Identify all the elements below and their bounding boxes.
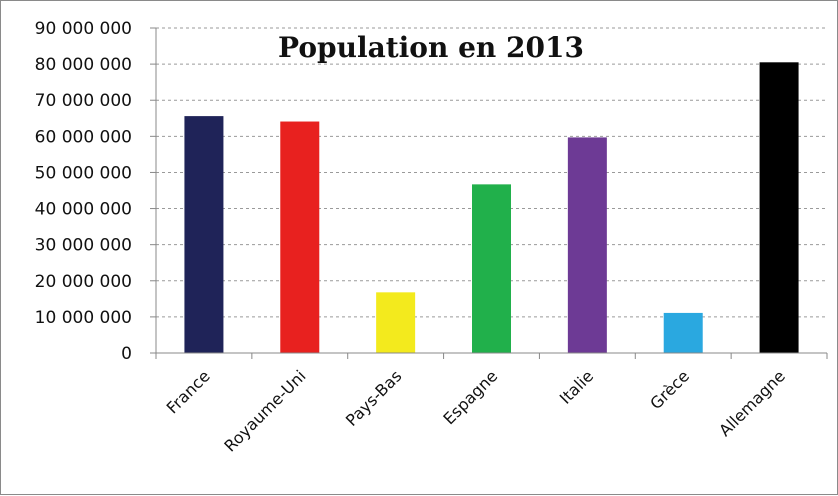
bar <box>567 137 607 353</box>
y-tick-label: 80 000 000 <box>35 55 132 75</box>
x-tick-label: Grèce <box>646 366 693 413</box>
x-tick-label: Allemagne <box>715 366 789 440</box>
x-tick-label: Espagne <box>439 366 501 428</box>
chart-title: Population en 2013 <box>278 31 584 64</box>
x-tick-label: Italie <box>556 366 597 407</box>
y-tick-label: 90 000 000 <box>35 19 132 39</box>
bar <box>472 184 511 353</box>
gridlines <box>156 27 827 318</box>
y-tick-label: 20 000 000 <box>35 272 132 292</box>
x-tick-label: Pays-Bas <box>342 366 406 430</box>
y-axis-ticks: 0 10 000 000 20 000 000 30 000 000 40 000 00… <box>35 19 156 364</box>
y-tick-label: 60 000 000 <box>35 127 132 147</box>
y-tick-label: 0 <box>121 344 132 364</box>
x-tick-label: France <box>163 366 214 417</box>
x-tick-label: Royaume-Uni <box>220 366 309 455</box>
bars <box>184 62 799 354</box>
y-tick-label: 70 000 000 <box>35 91 132 111</box>
bar <box>280 121 320 354</box>
y-tick-label: 40 000 000 <box>35 200 132 220</box>
y-tick-label: 10 000 000 <box>35 308 132 328</box>
axes <box>155 28 828 359</box>
bar <box>759 62 799 354</box>
bar <box>184 116 224 353</box>
bar <box>663 312 703 353</box>
x-axis-labels: France Royaume-Uni Pays-Bas Espagne Italie Gr… <box>163 366 789 455</box>
y-tick-label: 30 000 000 <box>35 236 132 256</box>
bar <box>376 292 416 353</box>
y-tick-label: 50 000 000 <box>35 163 132 183</box>
